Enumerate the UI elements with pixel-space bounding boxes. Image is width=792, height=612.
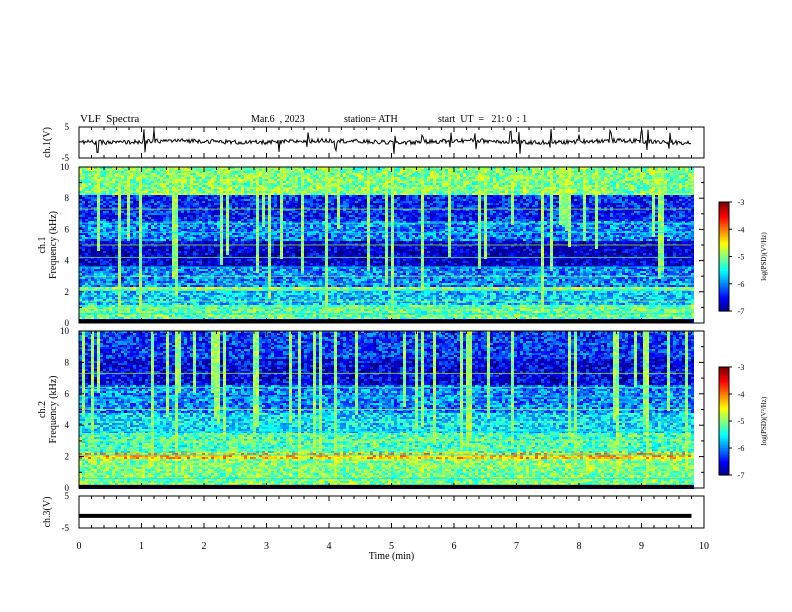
x-tick-label: 3 (264, 541, 269, 552)
colorbar-tick-label: -6 (738, 444, 745, 453)
y-axis-label: ch.1 (37, 237, 48, 254)
colorbar-tick-label: -4 (738, 390, 745, 399)
x-axis-label: Time (min) (369, 551, 414, 562)
ch2-spectrogram (79, 331, 694, 489)
y-tick-label: 0 (65, 483, 70, 493)
y-axis-label: ch.3(V) (42, 497, 53, 528)
colorbar-tick-label: -5 (738, 253, 745, 262)
colorbar-tick-label: -3 (738, 198, 745, 207)
x-tick-label: 0 (77, 541, 82, 552)
y-tick-label: 6 (65, 389, 70, 399)
x-tick-label: 2 (202, 541, 207, 552)
y-tick-label: 10 (60, 326, 70, 336)
x-tick-label: 1 (139, 541, 144, 552)
y-axis-label: ch.2 (37, 401, 48, 418)
y-tick-label: 6 (65, 224, 70, 234)
colorbar-label: log(PSD)(V²/Hz) (760, 232, 768, 281)
ch2-colorbar (719, 367, 732, 476)
x-tick-label: 8 (577, 541, 582, 552)
colorbar-tick-label: -7 (738, 471, 745, 480)
y-tick-label: 8 (65, 193, 70, 203)
x-tick-label: 10 (699, 541, 709, 552)
x-tick-label: 6 (452, 541, 457, 552)
y-axis-label: Frequency (kHz) (48, 375, 59, 443)
y-axis-label: ch.1(V) (42, 127, 53, 158)
x-tick-label: 7 (514, 541, 519, 552)
x-tick-label: 9 (639, 541, 644, 552)
colorbar-tick-label: -5 (738, 417, 745, 426)
ch1-waveform-line (79, 129, 691, 154)
y-tick-label: 2 (65, 287, 70, 297)
colorbar-tick-label: -6 (738, 280, 745, 289)
y-tick-label: 4 (65, 420, 70, 430)
y-axis-label: Frequency (kHz) (48, 211, 59, 279)
y-tick-label: 10 (60, 162, 70, 172)
colorbar-tick-label: -3 (738, 363, 745, 372)
colorbar-tick-label: -7 (738, 307, 745, 316)
y-tick-label: 5 (65, 122, 70, 132)
x-tick-label: 4 (327, 541, 332, 552)
y-tick-label: 8 (65, 357, 70, 367)
y-tick-label: -5 (62, 523, 70, 533)
colorbar-label: log(PSD)(V²/Hz) (760, 396, 768, 445)
ch1-colorbar (719, 202, 732, 312)
y-tick-label: 4 (65, 256, 70, 266)
ch1-spectrogram (79, 167, 694, 323)
colorbar-tick-label: -4 (738, 225, 745, 234)
y-tick-label: 2 (65, 452, 70, 462)
